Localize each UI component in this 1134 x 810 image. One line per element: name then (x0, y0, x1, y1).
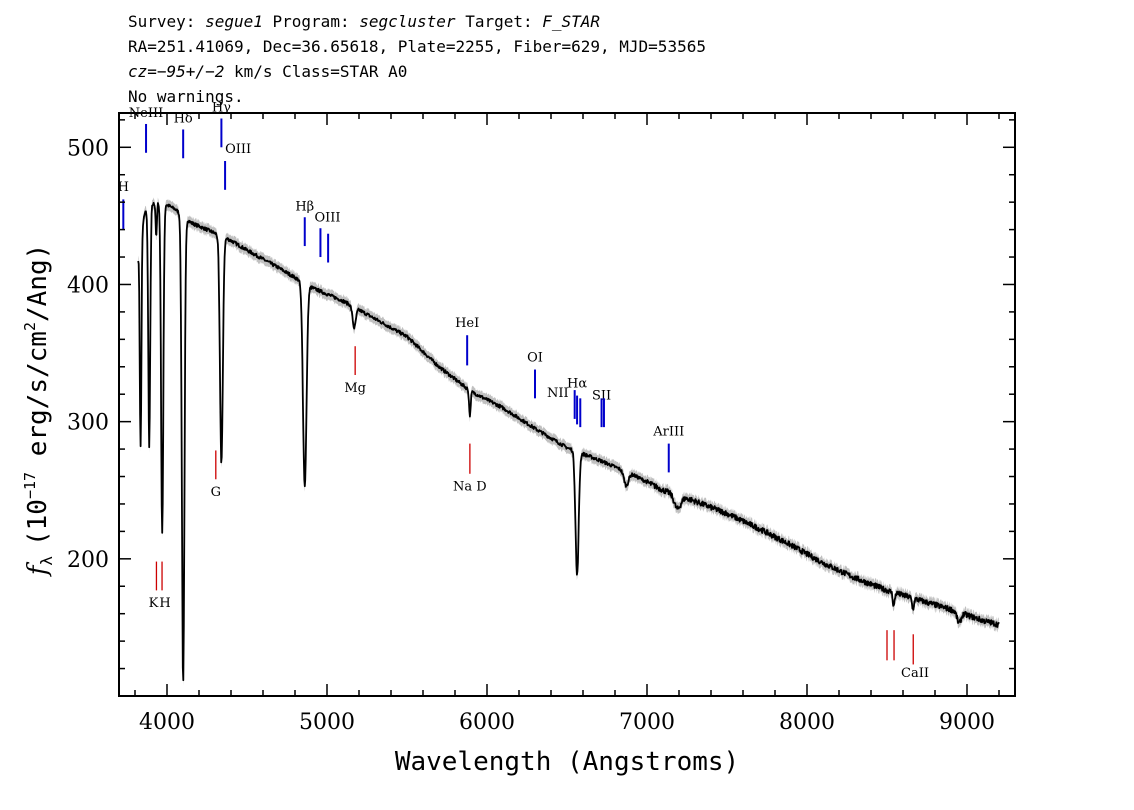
emission-label: Hα (567, 376, 587, 391)
emission-label: ArIII (652, 424, 684, 439)
emission-label: SII (592, 389, 611, 404)
x-tick-label: 6000 (459, 710, 515, 735)
class-value: km/s Class=STAR A0 (224, 62, 408, 81)
emission-label: HeI (455, 316, 479, 331)
y-tick-label: 300 (67, 411, 109, 436)
x-tick-label: 7000 (619, 710, 675, 735)
axis-ticks-layer: 4000 5000 6000 7000 8000 9000 200 300 400 500 (67, 113, 1015, 735)
x-axis-label: Wavelength (Angstroms) (395, 747, 739, 777)
survey-value: segue1 (205, 12, 263, 31)
x-tick-label: 5000 (299, 710, 355, 735)
y-label-exp1: −17 (21, 472, 39, 499)
header-line-2: RA=251.41069, Dec=36.65618, Plate=2255, … (128, 37, 706, 56)
y-axis-label: fλ(10−17 erg/s/cm2/Ang) (21, 244, 56, 578)
emission-label: Hγ (212, 101, 231, 116)
y-label-mid: erg/s/cm (23, 331, 53, 472)
emission-label: Hδ (174, 112, 193, 127)
header-line-1: Survey: segue1 Program: segcluster Targe… (128, 12, 600, 31)
redshift-value: cz=−95+/−2 (128, 62, 225, 81)
program-label: Program: (272, 12, 350, 31)
target-label: Target: (465, 12, 533, 31)
plot-frame (118, 112, 1016, 697)
y-tick-label: 200 (67, 548, 109, 573)
header-line-4: No warnings. (128, 87, 244, 106)
x-tick-label: 9000 (939, 710, 995, 735)
emission-label: Hβ (295, 199, 314, 214)
y-label-exp2: 2 (21, 322, 39, 331)
y-label-post: /Ang) (23, 244, 53, 322)
y-tick-label: 500 (67, 136, 109, 161)
spectrum-line (137, 201, 1000, 682)
absorption-label: K (149, 596, 159, 611)
emission-label: OIII (225, 142, 251, 157)
emission-label: H (118, 180, 129, 195)
y-label-sub: λ (37, 556, 56, 566)
program-value: segcluster (359, 12, 456, 31)
absorption-label: Mg (344, 381, 366, 396)
absorption-label: G (211, 485, 221, 500)
emission-label: OI (527, 350, 543, 365)
absorption-label: CaII (901, 666, 929, 681)
emission-label: OIII (314, 210, 340, 225)
absorption-label: H (159, 596, 170, 611)
error-band-layer (138, 197, 999, 686)
x-tick-label: 4000 (139, 710, 195, 735)
spectrum-layer (137, 201, 1000, 682)
line-markers-layer: HNeIIIHδHγOIIIHβOIIIOIIIHeIOINIIHαNIISII… (118, 101, 929, 682)
y-tick-label: 400 (67, 273, 109, 298)
x-tick-label: 8000 (779, 710, 835, 735)
absorption-label: Na D (453, 480, 487, 495)
error-band (138, 197, 999, 686)
emission-label: NII (547, 386, 569, 401)
y-label-pre: (10 (23, 499, 53, 546)
header-line-3: cz=−95+/−2 km/s Class=STAR A0 (128, 62, 407, 81)
survey-label: Survey: (128, 12, 196, 31)
target-value: F_STAR (542, 12, 601, 31)
